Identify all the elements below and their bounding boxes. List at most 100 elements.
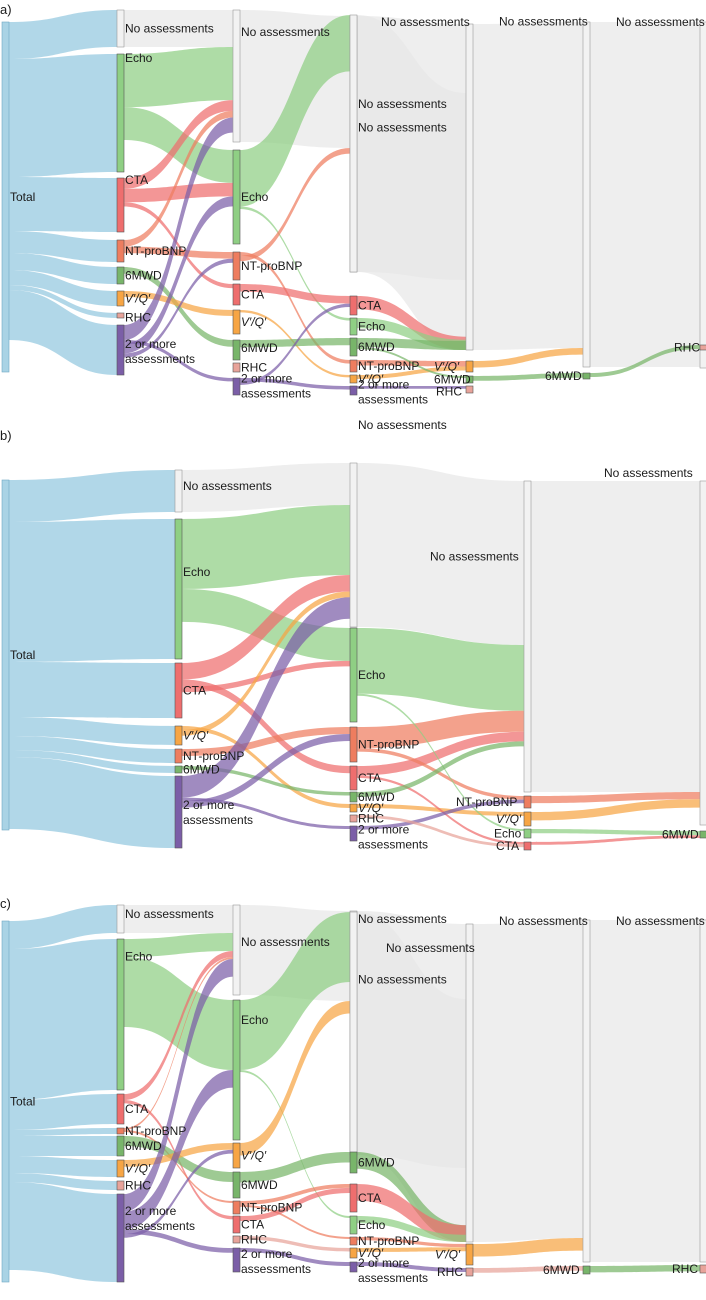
flow-echo-to-no-assessments <box>357 628 524 711</box>
node-rhc <box>699 1264 706 1274</box>
flow-cta-to-echo <box>124 182 233 203</box>
node-nt-probnp-label: NT-proBNP <box>125 1124 186 1138</box>
node-2-or-more-assessments <box>232 377 241 396</box>
node-no-assessments <box>582 919 591 1263</box>
node-no-assessments-label: No assessments <box>358 121 447 135</box>
node-nt-probnp-label: NT-proBNP <box>183 749 244 763</box>
node-echo-label: Echo <box>494 827 522 841</box>
node-v-q-label: V′/Q′ <box>435 1248 461 1262</box>
node-cta <box>116 1093 125 1125</box>
node-rhc <box>116 1180 125 1191</box>
flow-cta-to-cta <box>124 202 233 289</box>
flow-total-to-2-or-more-assessments <box>9 290 117 375</box>
flow-no-assessments-to-no-assessments <box>531 481 700 792</box>
node-no-assessments-label: No assessments <box>125 22 214 36</box>
node-v-q-label: V′/Q′ <box>241 315 267 329</box>
node-v-q-label: V′/Q′ <box>241 1149 267 1163</box>
node-6mwd <box>349 1151 358 1174</box>
flow-total-to-v-q <box>9 270 117 306</box>
node-2-or-more-assessments <box>116 324 125 376</box>
flow-nt-probnp-to-nt-probnp <box>240 1204 350 1239</box>
node-rhc <box>465 1267 474 1277</box>
node-6mwd <box>232 339 241 361</box>
node-echo <box>232 149 241 245</box>
flow-2-or-more-assessments-to-echo <box>124 196 233 354</box>
flow-2-or-more-assessments-to-echo <box>124 1070 233 1230</box>
node-rhc-label: RHC <box>358 812 384 826</box>
node-v-q <box>116 1159 125 1178</box>
node-cta <box>232 1215 241 1234</box>
flow-2-or-more-assessments-to-nt-probnp <box>182 734 350 808</box>
flow-no-assessments-to-no-assessments <box>590 920 700 1262</box>
node-echo-label: Echo <box>358 1218 386 1232</box>
flow-total-to-6mwd <box>9 1136 117 1156</box>
node-6mwd <box>116 1135 125 1157</box>
node-v-q <box>349 803 358 813</box>
flow-nt-probnp-to-no-assessments <box>124 110 233 247</box>
node-v-q-label: V′/Q′ <box>183 729 209 743</box>
node-cta <box>523 841 532 851</box>
flow-total-to-no-assessments <box>9 905 117 949</box>
node-6mwd <box>232 1171 241 1199</box>
flow-total-to-6mwd <box>9 253 117 284</box>
node-no-assessments-label: No assessments <box>499 15 588 29</box>
node-total-label: Total <box>10 190 35 204</box>
node-cta-label: CTA <box>496 839 519 853</box>
node-no-assessments <box>349 14 358 273</box>
node-6mwd-label: 6MWD <box>358 790 395 804</box>
flow-no-assessments-to-no-assessments <box>473 22 583 350</box>
flow-echo-to-no-assessments <box>124 933 233 957</box>
node-6mwd-label: 6MWD <box>662 828 699 842</box>
node-6mwd <box>699 830 706 839</box>
flow-nt-probnp-to-nt-probnp <box>124 1130 233 1203</box>
node-no-assessments-label: No assessments <box>358 973 447 987</box>
flow-no-assessments-to-no-assessments <box>357 463 524 645</box>
flow-rhc-to-cta <box>357 815 524 848</box>
node-v-q-label: V′/Q′ <box>496 812 522 826</box>
sankey-links <box>9 905 700 1282</box>
node-v-q-label: V′/Q′ <box>358 801 384 815</box>
node-6mwd-label: 6MWD <box>241 1178 278 1192</box>
node-rhc-label: RHC <box>437 1265 463 1279</box>
node-6mwd-label: 6MWD <box>545 369 582 383</box>
node-2-or-more-assessments-label: 2 or more assessments <box>125 337 195 366</box>
node-no-assessments <box>116 9 125 48</box>
node-no-assessments-label: No assessments <box>241 25 330 39</box>
node-v-q <box>465 360 474 373</box>
flow-no-assessments-to-no-assessments <box>357 15 466 350</box>
flow-nt-probnp-to-nt-probnp <box>240 252 350 364</box>
flow-total-to-no-assessments <box>9 470 175 522</box>
node-total <box>1 479 10 831</box>
node-cta-label: CTA <box>358 1191 381 1205</box>
node-no-assessments <box>465 23 474 351</box>
flow-cta-to-no-assessments <box>182 575 350 680</box>
flow-2-or-more-assessments-to-2-or-more-assessments <box>124 1229 233 1253</box>
node-cta-label: CTA <box>183 684 206 698</box>
node-echo <box>349 1215 358 1235</box>
node-rhc-label: RHC <box>241 1233 267 1247</box>
node-no-assessments-label: No assessments <box>358 97 447 111</box>
flow-2-or-more-assessments-to-2-or-more-assessments <box>124 340 233 382</box>
node-no-assessments-label: No assessments <box>358 912 447 926</box>
flow-total-to-nt-probnp <box>9 231 117 262</box>
flow-nt-probnp-to-nt-probnp <box>124 246 233 259</box>
flow-nt-probnp-to-nt-probnp <box>182 727 350 756</box>
node-2-or-more-assessments <box>174 775 183 849</box>
flow-v-q-to-v-q <box>357 366 466 379</box>
flow-2-or-more-assessments-to-nt-probnp <box>357 799 524 830</box>
flow-2-or-more-assessments-to-rhc <box>357 386 466 389</box>
node-nt-probnp-label: NT-proBNP <box>358 359 419 373</box>
flow-2-or-more-assessments-to-nt-probnp <box>124 258 233 358</box>
flow-cta-to-cta <box>240 1187 350 1222</box>
panel-label: a) <box>0 2 12 17</box>
node-nt-probnp <box>232 1200 241 1215</box>
node-no-assessments <box>349 911 358 1156</box>
node-v-q <box>232 1142 241 1169</box>
node-echo <box>349 317 358 336</box>
flow-echo-to-echo <box>124 957 233 1070</box>
node-total-label: Total <box>10 1095 35 1109</box>
flow-2-or-more-assessments-to-2-or-more-assessments <box>240 1248 350 1266</box>
